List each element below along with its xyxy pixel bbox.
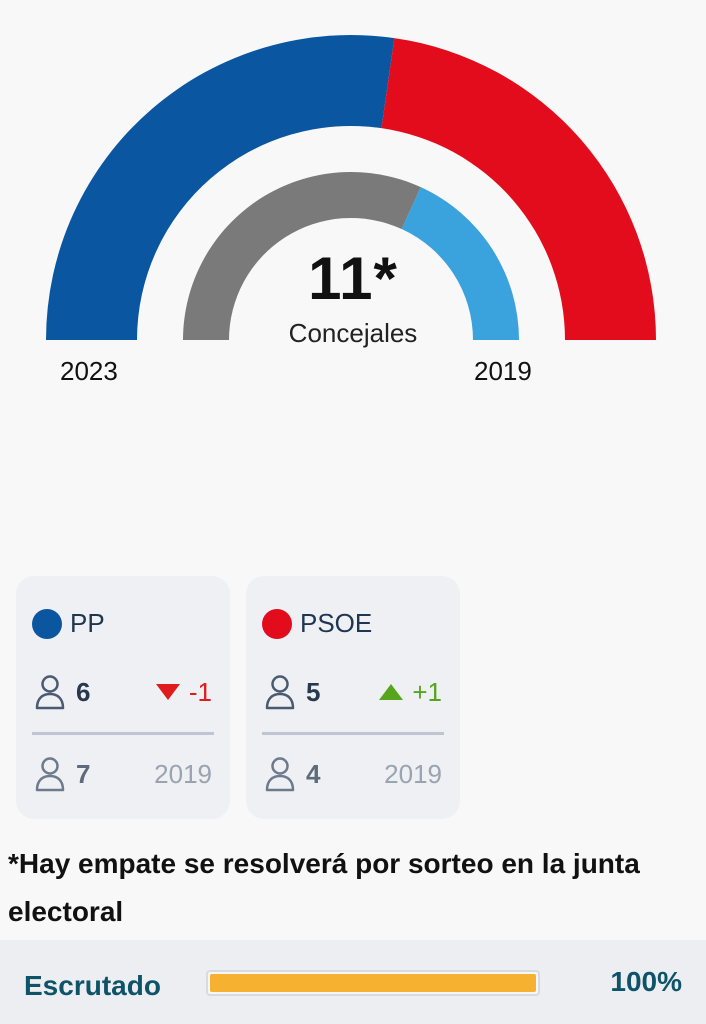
scrutiny-progress-fill bbox=[210, 974, 536, 992]
total-seats: 11* bbox=[308, 245, 398, 312]
person-icon bbox=[35, 757, 65, 792]
seats-previous: 4 bbox=[306, 758, 321, 789]
scrutiny-footer: Escrutado 100% bbox=[0, 940, 706, 1024]
seats-current: 6 bbox=[76, 676, 91, 707]
card-divider bbox=[262, 732, 444, 735]
person-icon bbox=[265, 757, 295, 792]
triangle-up-icon bbox=[379, 684, 404, 700]
seats-previous: 7 bbox=[76, 758, 91, 789]
previous-year: 2019 bbox=[384, 758, 442, 789]
party-color-dot bbox=[262, 608, 292, 639]
party-card-psoe[interactable]: PSOE 5 +1 4 2019 bbox=[246, 576, 460, 819]
seats-current: 5 bbox=[306, 676, 321, 707]
seats-hemicycle-chart bbox=[46, 35, 656, 340]
year-label-inner: 2019 bbox=[474, 356, 532, 386]
party-name: PSOE bbox=[300, 608, 373, 638]
party-card-pp[interactable]: PP 6 -1 7 2019 bbox=[16, 576, 230, 819]
party-name: PP bbox=[70, 608, 105, 638]
person-icon bbox=[35, 675, 65, 710]
tie-note: *Hay empate se resolverá por sorteo en l… bbox=[8, 848, 640, 927]
scrutiny-progress-bar bbox=[206, 970, 540, 996]
seat-change-value: +1 bbox=[412, 676, 442, 707]
party-color-dot bbox=[32, 608, 62, 639]
person-icon bbox=[265, 675, 295, 710]
seat-change-value: -1 bbox=[188, 676, 212, 707]
seat-arc-2023-psoe bbox=[381, 38, 656, 340]
seat-change: +1 bbox=[378, 677, 442, 708]
card-divider bbox=[32, 732, 214, 735]
year-label-outer: 2023 bbox=[60, 356, 118, 386]
seat-arc-2019-psoe bbox=[401, 187, 519, 340]
seat-arc-2019-pp bbox=[183, 171, 421, 340]
scrutiny-value: 100% bbox=[610, 966, 682, 997]
seat-change: -1 bbox=[155, 677, 212, 708]
seat-arc-2023-pp bbox=[46, 35, 395, 340]
total-seats-label: Concejales bbox=[288, 318, 418, 348]
triangle-down-icon bbox=[155, 684, 180, 700]
scrutiny-label: Escrutado bbox=[24, 970, 161, 1001]
previous-year: 2019 bbox=[154, 758, 212, 789]
